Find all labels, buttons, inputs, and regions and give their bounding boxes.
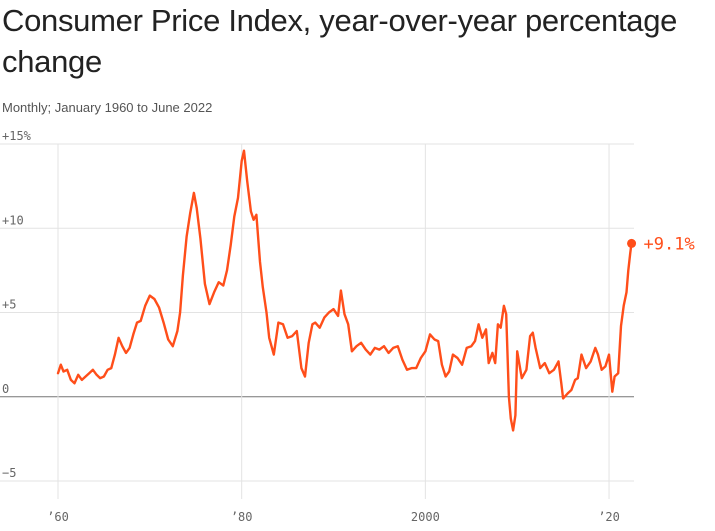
- y-tick-label: 0: [2, 382, 9, 396]
- y-tick-label: +10: [2, 213, 24, 227]
- grid-lines: [0, 143, 634, 499]
- series-layer: [56, 149, 633, 432]
- x-tick-label: ’60: [47, 510, 69, 524]
- cpi-series-line: [56, 149, 633, 432]
- axis-tick-labels: +15% +10 +5 0 −5 ’60 ’80 2000 ’20: [2, 129, 620, 524]
- end-value-label: +9.1%: [644, 234, 695, 254]
- end-point-marker: [627, 238, 637, 248]
- x-tick-label: 2000: [411, 510, 440, 524]
- y-tick-label: +15%: [2, 129, 32, 143]
- x-tick-label: ’80: [231, 510, 253, 524]
- x-tick-label: ’20: [598, 510, 620, 524]
- y-tick-label: −5: [2, 466, 16, 480]
- y-tick-label: +5: [2, 298, 16, 312]
- chart-title: Consumer Price Index, year-over-year per…: [2, 3, 678, 79]
- chart-subtitle: Monthly; January 1960 to June 2022: [2, 100, 213, 115]
- end-annotation: +9.1%: [627, 234, 695, 254]
